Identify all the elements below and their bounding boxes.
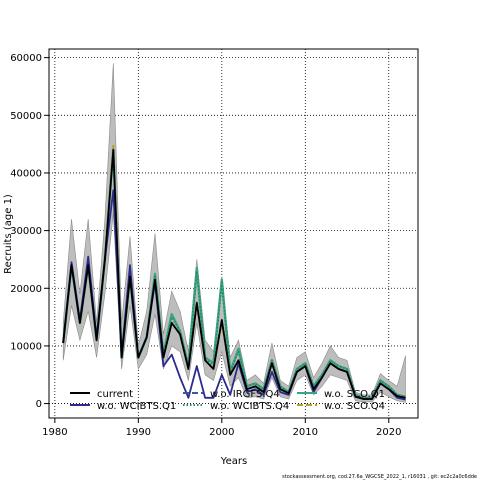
ci-band-area	[62, 63, 406, 403]
legend-label: w.o. WCIBTS.Q4	[210, 401, 289, 412]
series-line	[62, 149, 406, 400]
x-axis-title: Years	[220, 456, 247, 467]
y-tick-label: 40000	[10, 168, 42, 179]
legend-label: current	[97, 389, 133, 400]
y-axis: 0 10000 20000 30000 40000 50000 60000	[10, 53, 49, 410]
legend-label: w.o. SCO.Q1	[324, 389, 385, 400]
legend-label: w.o. WCIBTS.Q1	[97, 401, 176, 412]
y-axis-title: Recruits (age 1)	[3, 194, 14, 274]
x-tick-label: 1980	[42, 427, 67, 438]
series-lines	[62, 143, 406, 401]
footer-credit: stockassessment.org, cod.27.6a_WGCSE_202…	[282, 474, 477, 480]
confidence-band	[62, 63, 406, 403]
y-tick-label: 0	[36, 399, 42, 410]
y-tick-label: 50000	[10, 111, 42, 122]
legend-label: w.o. IRGFS.Q4	[210, 389, 280, 400]
x-tick-label: 1990	[126, 427, 151, 438]
y-tick-label: 20000	[10, 284, 42, 295]
x-axis: 1980 1990 2000 2010 2020	[42, 418, 402, 438]
x-tick-label: 2000	[209, 427, 234, 438]
y-tick-label: 60000	[10, 53, 42, 64]
x-tick-label: 2010	[293, 427, 318, 438]
y-tick-label: 30000	[10, 226, 42, 237]
x-tick-label: 2020	[376, 427, 401, 438]
y-tick-label: 10000	[10, 341, 42, 352]
plot-frame	[48, 48, 419, 419]
legend-label: w.o. SCO.Q4	[324, 401, 385, 412]
